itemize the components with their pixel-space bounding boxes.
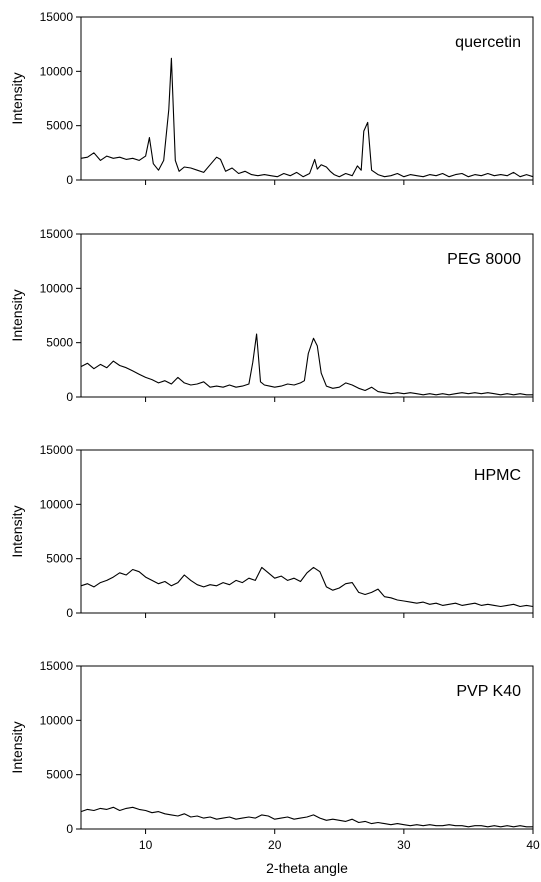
y-axis-label: Intensity — [9, 721, 25, 773]
plot-frame — [80, 233, 534, 398]
plot-frame — [80, 16, 534, 181]
chart-panels: 0 5000 10000 15000 Intensity quercetin 0 5000 10… — [9, 10, 540, 852]
panel-2: 0 5000 10000 15000 Intensity HPMC — [9, 443, 534, 620]
y-tick-label: 0 — [66, 606, 73, 620]
y-tick-label: 15000 — [40, 443, 74, 457]
y-tick-label: 15000 — [40, 227, 74, 241]
plot-frame — [80, 665, 534, 830]
y-tick-label: 5000 — [46, 552, 73, 566]
x-axis-label: 2-theta angle — [266, 860, 348, 876]
x-tick-label: 40 — [526, 838, 540, 852]
y-tick-label: 0 — [66, 173, 73, 187]
x-tick-label: 10 — [139, 838, 153, 852]
series-line-0 — [80, 566, 534, 608]
y-tick-label: 0 — [66, 822, 73, 836]
panel-title: PVP K40 — [456, 683, 521, 700]
y-tick-label: 5000 — [46, 768, 73, 782]
plot-frame — [80, 449, 534, 614]
series-line-0 — [80, 57, 534, 178]
panel-title: HPMC — [474, 467, 521, 484]
panel-0: 0 5000 10000 15000 Intensity quercetin — [9, 10, 534, 187]
panel-3: 0 5000 10000 15000 10 20 30 40 Intensity PVP K40 — [9, 659, 540, 852]
y-tick-label: 10000 — [40, 497, 74, 511]
panel-title: PEG 8000 — [447, 251, 521, 268]
y-tick-label: 5000 — [46, 119, 73, 133]
panel-title: quercetin — [455, 34, 521, 51]
y-tick-label: 0 — [66, 390, 73, 404]
y-tick-label: 10000 — [40, 64, 74, 78]
y-tick-label: 15000 — [40, 10, 74, 24]
series-line-0 — [80, 333, 533, 396]
y-tick-label: 10000 — [40, 713, 74, 727]
series-line-0 — [80, 806, 533, 828]
y-axis-label: Intensity — [9, 289, 25, 341]
panel-1: 0 5000 10000 15000 Intensity PEG 8000 — [9, 227, 534, 404]
y-tick-label: 10000 — [40, 281, 74, 295]
y-tick-label: 15000 — [40, 659, 74, 673]
y-axis-label: Intensity — [9, 505, 25, 557]
y-tick-label: 5000 — [46, 336, 73, 350]
x-tick-label: 30 — [397, 838, 411, 852]
x-tick-label: 20 — [268, 838, 282, 852]
y-axis-label: Intensity — [9, 72, 25, 124]
